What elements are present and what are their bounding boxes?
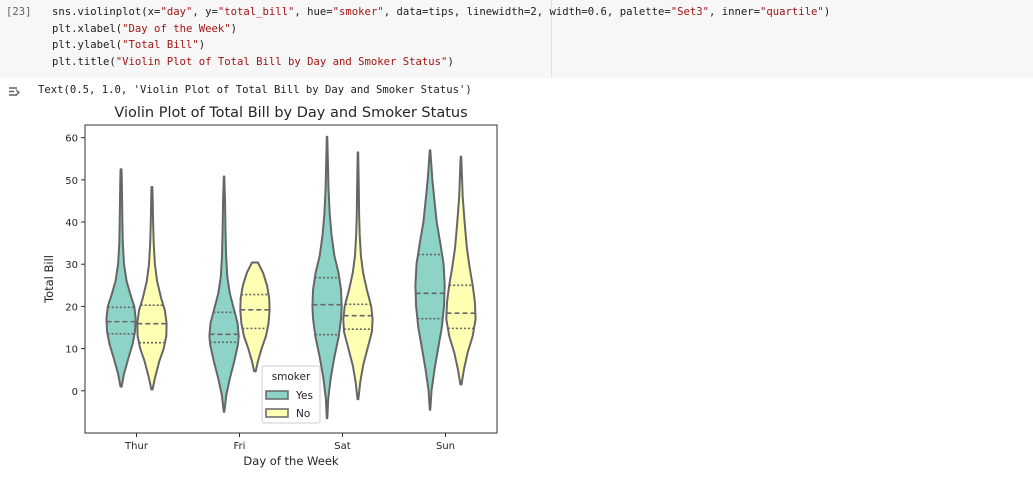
plot-frame [84,124,498,434]
y-tick-label: 0 [72,387,78,398]
y-tick-label: 40 [65,218,78,229]
legend-swatch-no [265,408,289,418]
code-line: plt.ylabel("Total Bill") [52,39,206,51]
violin-no-fri [239,261,271,373]
legend: smoker Yes No [261,365,321,424]
violin-yes-thur [105,168,137,388]
x-axis-label: Day of the Week [243,454,338,468]
legend-swatch-yes [265,390,289,400]
output-text: Text(0.5, 1.0, 'Violin Plot of Total Bil… [38,84,472,96]
execution-count: [23] [6,6,32,18]
y-tick-label: 30 [65,260,78,271]
y-tick-label: 20 [65,302,78,313]
x-tick-label: Sun [436,441,455,452]
legend-label-yes: Yes [295,390,313,402]
code-editor[interactable]: sns.violinplot(x="day", y="total_bill", … [38,0,830,78]
violin-yes-fri [208,175,240,413]
chart-title: Violin Plot of Total Bill by Day and Smo… [114,105,467,121]
violin-yes-sun [414,149,446,411]
code-line: plt.title("Violin Plot of Total Bill by … [52,55,454,68]
output-area: Text(0.5, 1.0, 'Violin Plot of Total Bil… [0,78,1033,479]
x-tick-label: Thur [124,441,149,452]
violin-chart: Violin Plot of Total Bill by Day and Smo… [42,105,498,468]
violin-no-sat [342,151,374,401]
legend-label-no: No [296,408,310,420]
output-toggle-icon[interactable] [7,85,21,99]
code-line: sns.violinplot(x="day", y="total_bill", … [52,6,831,18]
y-axis-label: Total Bill [42,255,56,304]
code-line: plt.xlabel("Day of the Week") [52,22,237,35]
y-tick-label: 50 [65,176,78,187]
code-cell[interactable]: [23] sns.violinplot(x="day", y="total_bi… [0,0,1033,78]
x-tick-label: Sat [334,441,350,452]
violin-no-sun [445,155,477,386]
y-tick-label: 60 [65,134,78,145]
x-tick-label: Fri [234,441,246,452]
legend-title: smoker [272,371,311,383]
violin-no-thur [136,186,168,391]
y-tick-label: 10 [65,345,78,356]
